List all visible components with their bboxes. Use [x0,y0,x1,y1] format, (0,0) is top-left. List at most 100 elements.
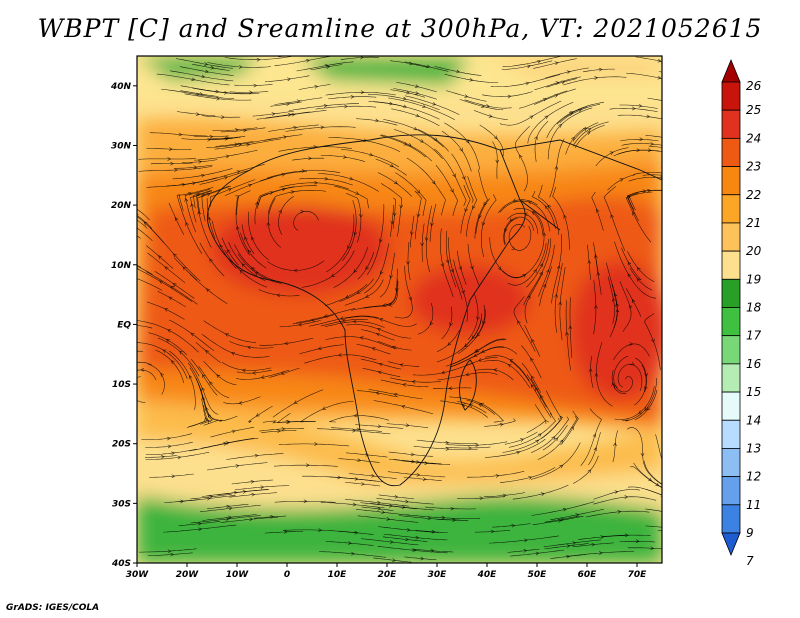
streamline-arrow [225,441,230,445]
streamline-arrow [499,422,504,427]
streamline-arrow [320,125,325,130]
streamline [488,535,560,544]
streamline-arrow [614,490,619,494]
streamline-arrow [193,165,198,170]
streamline [565,300,572,371]
streamline-arrow [651,338,655,343]
streamline [482,91,533,97]
streamline [457,250,467,285]
streamline [231,479,274,485]
streamline-arrow [360,482,365,486]
streamline-arrow [563,214,567,219]
streamline-arrow [276,293,281,298]
streamline [627,547,662,550]
streamline-arrow [172,283,177,287]
streamline-arrow [429,321,434,326]
streamline [393,129,443,159]
streamline [207,62,271,68]
streamline-arrow [181,182,186,187]
streamline [376,498,434,505]
streamline-arrow [629,342,634,346]
streamline-arrow [254,201,259,206]
streamline [448,237,463,300]
streamline-arrow [665,172,668,175]
streamline [523,238,552,306]
streamline [211,220,237,269]
streamline-arrow [216,374,221,379]
streamline [173,257,198,281]
streamline [324,321,385,328]
streamline-arrow [488,114,493,118]
streamline-arrow [308,156,312,161]
streamline-arrow [458,266,463,271]
streamline [190,515,261,524]
streamline-arrow [476,316,480,321]
coastlines [206,134,662,487]
streamline-arrow [636,148,641,153]
streamline [467,294,479,340]
streamline [195,342,221,363]
streamline [466,176,478,237]
streamline-arrow [298,322,303,327]
streamline [627,191,653,221]
streamline [236,369,272,374]
streamline [474,530,511,533]
streamline-arrow [195,112,200,116]
streamline-arrow [281,427,286,431]
streamline [234,244,280,283]
streamline [146,271,198,305]
streamline-arrow [190,203,194,208]
streamline-arrow [223,90,228,95]
streamline-arrow [527,64,531,69]
streamline-arrow [352,502,357,507]
streamline [309,315,379,327]
streamline-arrow [377,327,381,332]
streamline-arrow [277,429,281,433]
streamline-arrow [228,506,233,511]
streamline [385,268,398,305]
streamline [278,146,352,152]
streamline [267,170,340,179]
streamline [366,204,385,275]
streamline-arrow [416,472,421,477]
streamline-arrow [349,176,354,181]
colorbar: 26 25 24 23 22 21 20 19 18 17 16 15 14 13 12 11 9 7 [721,58,762,568]
streamline-arrow [405,499,409,504]
streamline [138,166,213,172]
streamline [502,259,539,278]
streamline [210,427,255,438]
streamline-arrow [196,192,201,197]
streamline-arrow [636,277,641,282]
streamline [593,280,597,335]
streamline-arrow [180,499,184,504]
streamline [483,418,516,427]
streamline [137,235,141,239]
streamline-arrow [591,542,596,547]
streamline-arrow [354,530,359,535]
streamline-arrow [554,61,559,66]
streamline-arrow [343,155,347,159]
streamline-arrow [624,495,629,499]
streamline-arrow [450,188,454,193]
streamline-arrow [255,413,260,417]
streamline-arrow [247,345,251,350]
streamline [459,99,504,111]
streamline [189,367,213,425]
streamline [221,361,272,371]
streamline-arrow [171,474,176,479]
streamline-arrow [452,518,457,522]
colorbar-swatch [721,307,741,337]
streamline [417,128,449,152]
streamline [257,185,318,207]
streamline-arrow [409,231,414,236]
streamline-arrow [323,103,328,108]
streamline-arrow [405,537,409,542]
streamline [526,404,546,433]
lat-tick-label: 20S [112,440,131,450]
streamline [329,476,384,483]
colorbar-swatch [721,448,741,478]
streamline-arrow [371,347,376,351]
colorbar-swatch [721,81,741,111]
streamline-arrow [644,372,648,377]
streamline-arrow [269,191,274,195]
